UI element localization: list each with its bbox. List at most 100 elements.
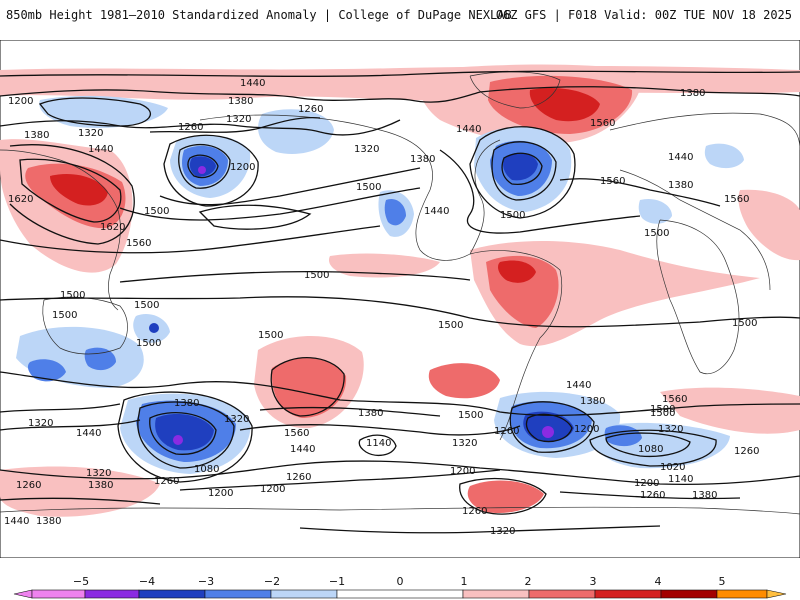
contour-label: 1500	[438, 320, 463, 331]
contour-label: 1440	[240, 78, 265, 89]
contour-label: 1320	[224, 414, 249, 425]
contour-label: 1500	[650, 408, 675, 419]
contour-label: 1260	[494, 426, 519, 437]
height-contours	[0, 70, 800, 534]
contour-label: 1560	[284, 428, 309, 439]
contour-label: 1500	[500, 210, 525, 221]
contour-label: 1380	[680, 88, 705, 99]
contour-1140-indian	[589, 429, 717, 467]
colorbar-tick-label: −1	[329, 575, 345, 588]
colorbar-tick-label: 1	[461, 575, 468, 588]
contour-1380-south	[0, 403, 441, 417]
contour-label: 1260	[178, 122, 203, 133]
anomaly-europe-peak	[529, 87, 600, 122]
coast-eurasia	[609, 112, 800, 291]
contour-label: 1500	[304, 270, 329, 281]
contour-label: 1560	[590, 118, 615, 129]
colorbar-tick-label: −2	[264, 575, 280, 588]
contour-atlantic-low-3	[469, 126, 576, 219]
colorbar-segment	[84, 589, 140, 599]
anomaly-caspian	[638, 198, 672, 224]
contour-label: 1200	[230, 162, 255, 173]
colorbar-segment	[462, 589, 530, 599]
contour-1500-pacific	[0, 225, 381, 254]
contour-1560-south-pacific	[270, 357, 345, 417]
contour-1320-antarctica	[299, 525, 661, 534]
colorbar-tick-label: 3	[590, 575, 597, 588]
contour-label: 1560	[662, 394, 687, 405]
anomaly-north-pacific	[258, 109, 334, 154]
contour-label: 1500	[136, 338, 161, 349]
contour-1560-siberia	[9, 144, 135, 245]
contour-label: 1500	[650, 404, 675, 415]
contour-label: 1200	[8, 96, 33, 107]
colorbar-tip-positive	[766, 589, 787, 599]
contour-label: 1260	[286, 472, 311, 483]
contour-drake-low-1	[525, 413, 573, 443]
contour-label: 1020	[660, 462, 685, 473]
anomaly-alaska-peak	[198, 166, 206, 174]
contour-label: 1440	[290, 444, 315, 455]
colorbar-tick-label: −3	[198, 575, 214, 588]
contour-label: 1320	[78, 128, 103, 139]
contour-1560-pacific	[198, 204, 312, 230]
contour-1500-atlantic	[439, 149, 641, 234]
colorbar-segment	[594, 589, 662, 599]
contour-label: 1560	[724, 194, 749, 205]
anomaly-map: 1440 1380 1200 1320 1260 1260 1320 1380 …	[0, 40, 800, 558]
contour-alaska-low-2	[187, 154, 219, 179]
contour-1320-south	[0, 419, 521, 436]
map-frame	[0, 40, 800, 558]
contour-label: 1320	[452, 438, 477, 449]
contour-1440-north	[0, 70, 800, 77]
contour-label: 1500	[644, 228, 669, 239]
contour-label: 1500	[144, 206, 169, 217]
contour-label: 1320	[226, 114, 251, 125]
anomaly-himalaya	[704, 143, 744, 169]
contour-label: 1560	[600, 176, 625, 187]
contour-label: 1320	[354, 144, 379, 155]
colorbar-tick-label: 0	[397, 575, 404, 588]
contour-label: 1380	[36, 516, 61, 527]
contour-1320-north	[0, 119, 401, 136]
contour-label: 1080	[194, 464, 219, 475]
contour-label: 1200	[208, 488, 233, 499]
contour-label: 1560	[126, 238, 151, 249]
contour-alaska-low-3	[163, 134, 259, 207]
coast-south-america	[469, 250, 563, 441]
contour-label: 1200	[574, 424, 599, 435]
anomaly-baja-core	[384, 198, 406, 226]
colorbar-segment	[270, 589, 338, 599]
colorbar-segment	[528, 589, 596, 599]
contour-label: 1140	[668, 474, 693, 485]
contour-label: 1380	[668, 180, 693, 191]
contour-1500-tropics	[0, 296, 800, 328]
colorbar-tick-label: 2	[525, 575, 532, 588]
contour-label: 1200	[450, 466, 475, 477]
contour-label: 1620	[100, 222, 125, 233]
anomaly-east-siberia	[738, 189, 800, 261]
contour-alaska-low-1	[178, 143, 231, 189]
contour-label: 1620	[8, 194, 33, 205]
contour-label: 1320	[28, 418, 53, 429]
contour-label: 1500	[52, 310, 77, 321]
coast-australia	[42, 296, 128, 355]
model-run-info: 06Z GFS | F018 Valid: 00Z TUE NOV 18 202…	[495, 8, 792, 22]
contour-labels: 1440 1380 1200 1320 1260 1260 1320 1380 …	[4, 78, 759, 537]
contour-1620-siberia	[19, 158, 122, 223]
anomaly-tasman-core	[155, 414, 214, 451]
colorbar-segment	[660, 589, 718, 599]
contour-label: 1260	[640, 490, 665, 501]
colorbar-tick-label: 5	[719, 575, 726, 588]
contour-label: 1380	[410, 154, 435, 165]
contour-tasman-low-3	[117, 391, 253, 483]
contour-label: 1320	[490, 526, 515, 537]
anomaly-bering	[39, 95, 168, 128]
contour-label: 1500	[356, 182, 381, 193]
colorbar-legend: −5 −4 −3 −2 −1 0 1 2 3 4 5	[13, 575, 787, 599]
contour-label: 1380	[88, 480, 113, 491]
coast-north-america	[199, 114, 501, 261]
anomaly-tasman-peak	[173, 435, 183, 445]
anomaly-south-atlantic	[428, 363, 500, 399]
anomaly-north-atlantic-core	[503, 152, 538, 181]
